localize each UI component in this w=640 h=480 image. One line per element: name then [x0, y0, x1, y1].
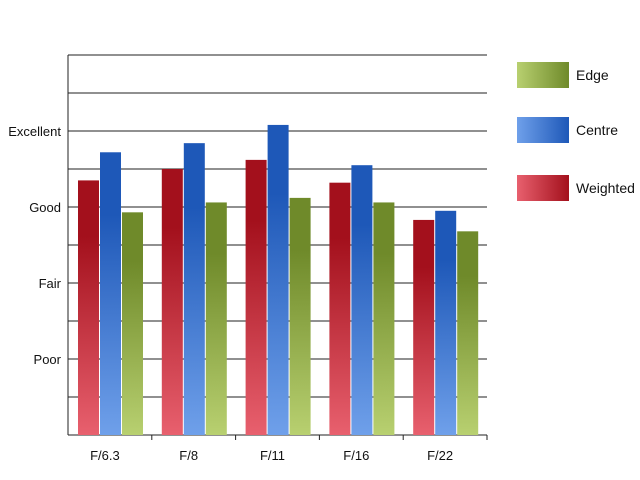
- bar-edge-4: [457, 231, 479, 435]
- bar-centre-0: [100, 152, 121, 435]
- bar-centre-3: [351, 165, 373, 435]
- bars: [78, 124, 479, 436]
- y-tick-label: Poor: [34, 352, 62, 367]
- bar-centre-1: [183, 143, 205, 435]
- bar-weighted-2: [245, 159, 267, 435]
- x-tick-label: F/6.3: [90, 448, 120, 463]
- legend-swatch-weighted: [517, 175, 569, 201]
- bar-edge-2: [289, 197, 311, 435]
- x-tick-label: F/16: [343, 448, 369, 463]
- bar-edge-3: [373, 202, 395, 435]
- tick-labels: Poor Fair Good Excellent F/6.3 F/8 F/11 F/16 F/2…: [8, 124, 453, 463]
- y-tick-label: Good: [29, 200, 61, 215]
- legend-label-weighted: Weighted: [576, 180, 635, 196]
- legend-swatch-edge: [517, 62, 569, 88]
- bar-centre-2: [267, 124, 289, 436]
- x-tick-label: F/11: [260, 448, 285, 463]
- bar-edge-0: [122, 212, 143, 435]
- bar-centre-4: [435, 210, 457, 435]
- legend-swatch-centre: [517, 117, 569, 143]
- legend-label-edge: Edge: [576, 67, 609, 83]
- bar-weighted-1: [161, 169, 183, 435]
- legend: Edge Centre Weighted: [517, 62, 635, 201]
- y-tick-label: Excellent: [8, 124, 61, 139]
- bar-weighted-3: [329, 182, 351, 435]
- bar-weighted-4: [413, 219, 435, 435]
- legend-label-centre: Centre: [576, 122, 618, 138]
- y-tick-label: Fair: [39, 276, 62, 291]
- x-tick-label: F/22: [427, 448, 453, 463]
- bar-edge-1: [205, 202, 227, 435]
- bar-weighted-0: [78, 180, 99, 435]
- x-tick-label: F/8: [179, 448, 198, 463]
